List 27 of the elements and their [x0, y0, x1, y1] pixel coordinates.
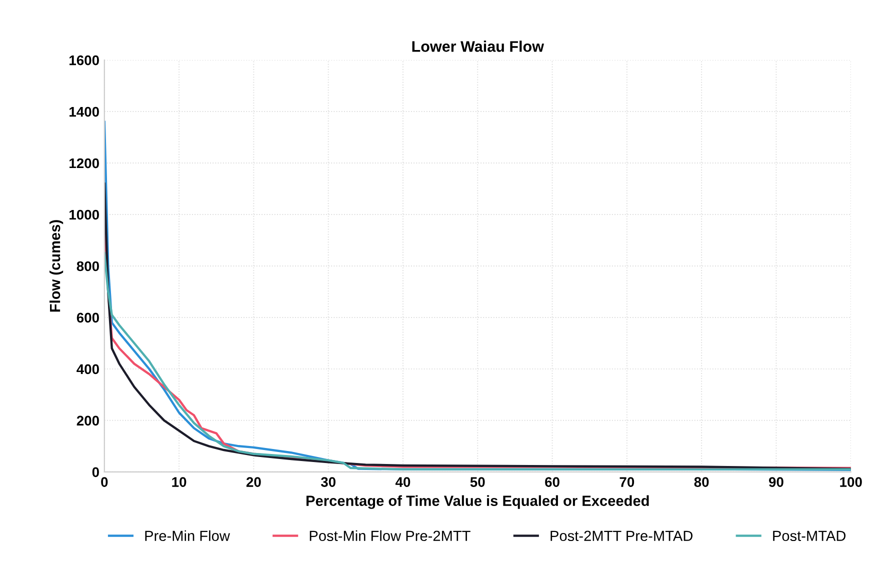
- x-tick-label: 50: [470, 477, 485, 487]
- y-tick-label: 1200: [70, 158, 99, 168]
- x-tick-label: 40: [395, 477, 410, 487]
- y-tick-label: 1400: [70, 106, 99, 117]
- x-tick-label: 10: [172, 477, 186, 487]
- x-tick-label: 20: [246, 477, 261, 487]
- x-tick-label: 100: [840, 477, 862, 487]
- y-tick-label: 1600: [70, 55, 99, 66]
- y-tick-label: 200: [76, 416, 99, 426]
- x-tick-label: 80: [694, 477, 709, 487]
- legend-label: Pre-Min Flow: [145, 530, 230, 542]
- y-tick-label: 1000: [70, 210, 99, 220]
- x-tick-label: 90: [768, 477, 784, 487]
- y-tick-label: 400: [76, 364, 99, 374]
- x-tick-label: 70: [620, 477, 634, 487]
- y-tick-label: 0: [92, 467, 99, 478]
- y-axis-title: Flow (cumes): [49, 220, 64, 312]
- chart-title: Lower Waiau Flow: [412, 40, 544, 52]
- y-tick-label: 600: [76, 312, 99, 323]
- y-tick-label: 800: [76, 261, 99, 272]
- x-tick-label: 30: [320, 477, 336, 487]
- legend-label: Post-MTAD: [773, 530, 846, 542]
- x-tick-label: 60: [545, 477, 560, 487]
- legend-label: Post-Min Flow Pre-2MTT: [310, 530, 470, 542]
- x-tick-label: 0: [101, 477, 108, 487]
- x-axis-title: Percentage of Time Value is Equaled or Exceeded: [306, 495, 649, 509]
- legend-label: Post-2MTT Pre-MTAD: [550, 530, 692, 542]
